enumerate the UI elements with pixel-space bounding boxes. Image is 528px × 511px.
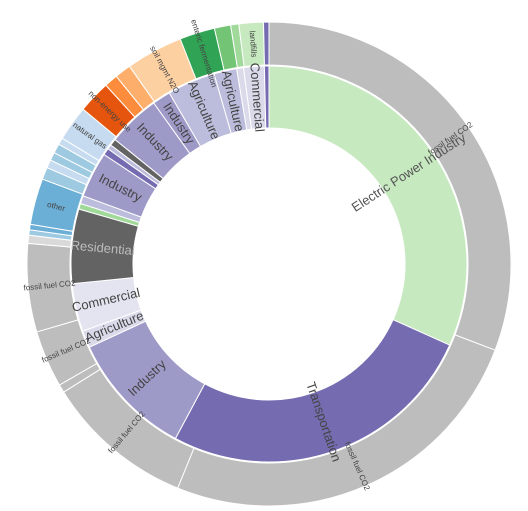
source-arc-segment xyxy=(262,21,270,66)
sector-label-commercial: Commercial xyxy=(247,62,267,132)
source-label-landfills: landfills xyxy=(248,30,259,57)
sector-arc-segment xyxy=(263,65,270,129)
sector-label-residential: Residential xyxy=(70,237,136,258)
outer-ring xyxy=(26,21,512,507)
sector-arc-transportation xyxy=(174,319,451,463)
inner-ring xyxy=(70,65,468,463)
sector-arc-electric-power-industry xyxy=(268,65,468,346)
